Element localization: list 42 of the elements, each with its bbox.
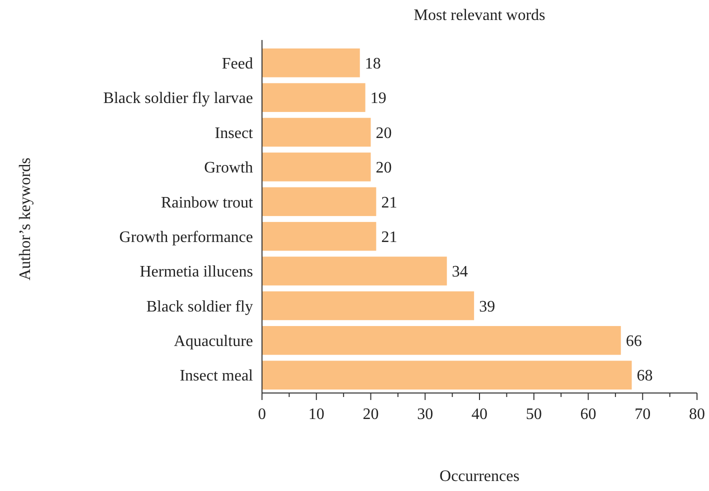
bar [262,48,360,78]
data-label: 19 [370,90,386,108]
y-axis-title: Author’s keywords [17,158,34,280]
data-label: 34 [452,264,468,281]
bar [262,360,632,390]
bar [262,256,447,286]
y-tick-label: Insect meal [180,368,254,385]
y-tick-label: Aquaculture [174,333,253,350]
data-label: 68 [636,368,653,385]
bar [262,222,376,251]
x-tick-label: 70 [634,406,651,423]
bar [262,291,474,320]
x-tick-label: 10 [308,406,324,423]
bar [262,83,366,112]
data-label: 20 [376,160,392,177]
y-tick-label: Rainbow trout [161,194,254,212]
y-tick-label: Hermetia illucens [140,264,253,281]
x-tick-label: 30 [417,406,434,423]
y-tick-label: Growth [204,160,253,177]
data-label: 21 [381,228,398,246]
y-tick-label: Insect [214,124,254,142]
bar [262,326,621,355]
y-tick-label: Growth performance [119,228,253,246]
bar [262,118,371,147]
x-axis-title: Occurrences [440,468,520,485]
bar [262,187,376,216]
data-label: 66 [626,333,642,350]
y-tick-label: Feed [222,55,253,72]
x-tick-label: 40 [472,406,488,423]
x-tick-label: 20 [362,406,379,423]
bar [262,152,371,182]
data-label: 18 [364,55,381,72]
data-label: 20 [376,124,392,142]
chart-title: Most relevant words [414,7,546,24]
y-tick-label: Black soldier fly larvae [103,90,253,108]
x-tick-label: 80 [689,406,705,423]
data-label: 21 [381,194,398,212]
x-tick-label: 0 [258,406,266,423]
x-tick-label: 50 [526,406,542,423]
data-label: 39 [479,298,496,316]
y-tick-label: Black soldier fly [146,298,253,316]
x-tick-label: 60 [580,406,596,423]
